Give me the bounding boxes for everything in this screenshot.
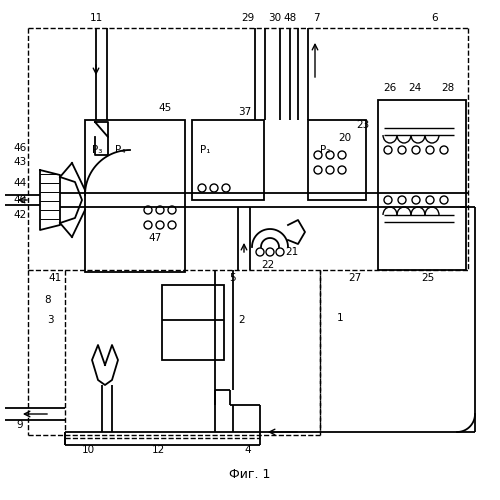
Text: 25: 25: [422, 273, 434, 283]
Text: 24: 24: [408, 83, 422, 93]
Bar: [162, 285, 224, 360]
Text: Фиг. 1: Фиг. 1: [230, 468, 270, 481]
Text: 26: 26: [384, 83, 396, 93]
Text: P₄: P₄: [115, 145, 125, 155]
Text: 12: 12: [152, 445, 164, 455]
Text: 37: 37: [238, 107, 252, 117]
Text: 1: 1: [336, 313, 344, 323]
Text: 41: 41: [48, 273, 62, 283]
Text: 42: 42: [14, 210, 26, 220]
Text: 11: 11: [90, 13, 102, 23]
Text: 46: 46: [14, 143, 26, 153]
Text: 3: 3: [46, 315, 54, 325]
Text: 9: 9: [16, 420, 24, 430]
Text: 4: 4: [244, 445, 252, 455]
Text: 6: 6: [432, 13, 438, 23]
Text: P₁: P₁: [200, 145, 210, 155]
Text: 7: 7: [312, 13, 320, 23]
Bar: [308, 120, 366, 200]
Text: 48: 48: [284, 13, 296, 23]
Text: 5: 5: [230, 273, 236, 283]
Text: 23: 23: [356, 120, 370, 130]
Text: 28: 28: [442, 83, 454, 93]
Text: 44: 44: [14, 178, 26, 188]
Text: 40: 40: [14, 195, 26, 205]
Text: P₃: P₃: [92, 145, 102, 155]
Text: 21: 21: [286, 247, 298, 257]
Text: P₂: P₂: [320, 145, 330, 155]
Bar: [378, 100, 466, 270]
Text: 43: 43: [14, 157, 26, 167]
Text: 2: 2: [238, 315, 246, 325]
Text: 29: 29: [242, 13, 254, 23]
Bar: [192, 120, 264, 200]
Text: 20: 20: [338, 133, 351, 143]
Text: 47: 47: [148, 233, 162, 243]
Bar: [85, 120, 185, 272]
Text: 45: 45: [158, 103, 172, 113]
Text: 10: 10: [82, 445, 94, 455]
Text: 8: 8: [44, 295, 52, 305]
Text: 27: 27: [348, 273, 362, 283]
Text: 22: 22: [262, 260, 274, 270]
Text: 30: 30: [268, 13, 281, 23]
